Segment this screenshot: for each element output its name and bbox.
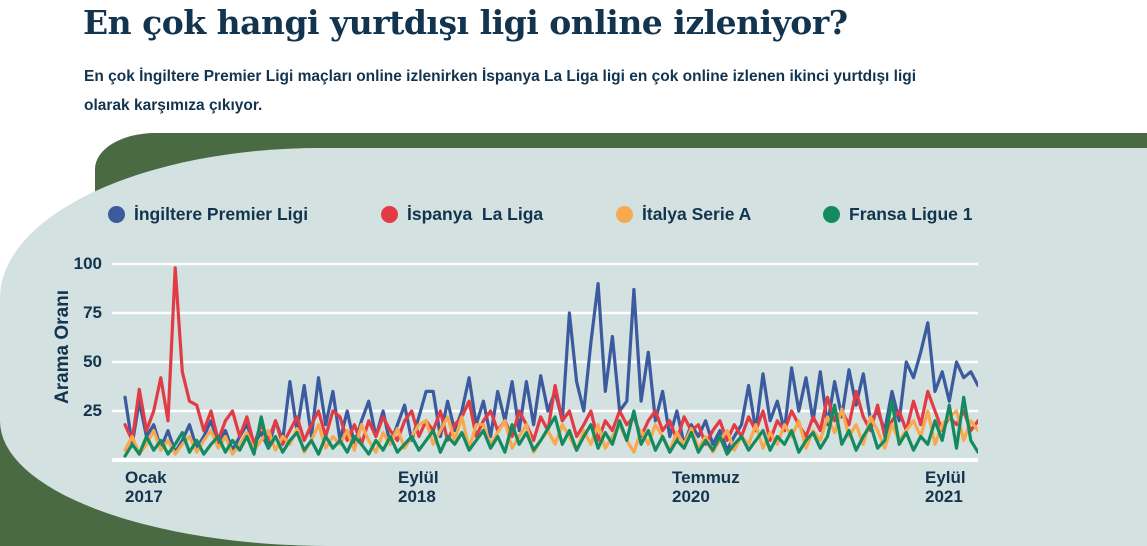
line-chart <box>112 262 978 462</box>
page-title: En çok hangi yurtdışı ligi online izleni… <box>83 3 848 42</box>
legend-label: İngiltere Premier Ligi <box>134 204 309 224</box>
y-tick-label-25: 25 <box>83 401 102 420</box>
legend-label: Fransa Ligue 1 <box>849 204 973 224</box>
page-subtitle-line1: En çok İngiltere Premier Ligi maçları on… <box>84 68 917 85</box>
legend-dot-icon <box>823 206 840 223</box>
page-subtitle-line2: olarak karşımıza çıkıyor. <box>84 97 263 114</box>
series-line-2 <box>123 266 978 446</box>
legend-item-2: İspanya La Liga <box>381 204 543 225</box>
legend-item-3: İtalya Serie A <box>616 204 751 225</box>
series-line-3 <box>123 407 978 456</box>
legend-label: İtalya Serie A <box>642 204 752 224</box>
y-tick-label-50: 50 <box>83 352 102 371</box>
x-tick-label-2021: Eylül 2021 <box>925 468 966 506</box>
legend-dot-icon <box>381 206 398 223</box>
legend-item-1: İngiltere Premier Ligi <box>108 204 308 225</box>
legend-dot-icon <box>108 206 125 223</box>
y-tick-label-75: 75 <box>83 303 102 322</box>
legend-label: İspanya La Liga <box>407 204 544 224</box>
legend-item-4: Fransa Ligue 1 <box>823 204 973 225</box>
y-tick-label-100: 100 <box>73 254 102 273</box>
page-subtitle: En çok İngiltere Premier Ligi maçları on… <box>84 62 916 120</box>
x-tick-label-2017: Ocak 2017 <box>125 468 167 506</box>
legend-dot-icon <box>616 206 633 223</box>
series-line-1 <box>123 281 978 454</box>
x-tick-label-2018: Eylül 2018 <box>398 468 439 506</box>
x-tick-label-2020: Temmuz 2020 <box>672 468 740 506</box>
series-line-4 <box>123 395 978 458</box>
